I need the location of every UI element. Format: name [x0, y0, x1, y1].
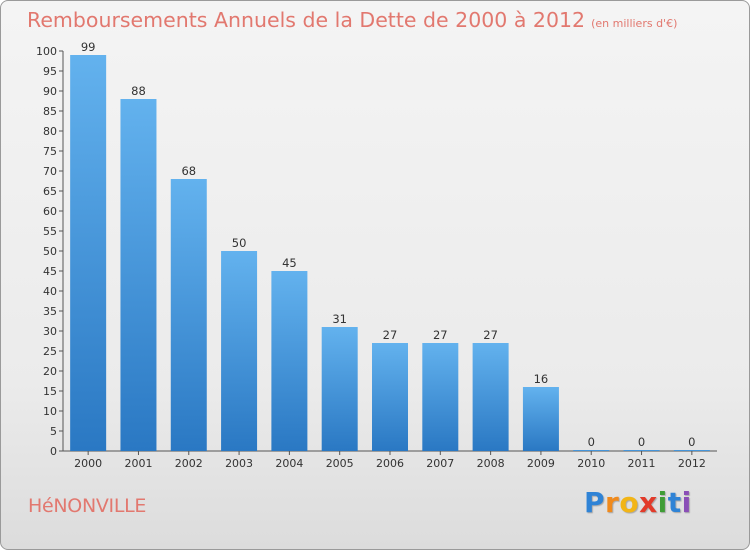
bar [372, 343, 408, 451]
y-tick-label: 25 [43, 345, 57, 358]
bar [321, 327, 358, 451]
x-tick-label: 2000 [74, 457, 102, 470]
bar [573, 450, 610, 451]
logo-letter: r [605, 486, 620, 519]
y-tick-label: 90 [43, 85, 57, 98]
chart-unit: (en milliers d'€) [591, 17, 678, 30]
x-axis: 2000 2001 2002 2003 2004 2005 2006 2007 2008 2009… [63, 450, 717, 470]
y-tick-label: 80 [43, 125, 57, 138]
y-tick-label: 60 [43, 205, 57, 218]
bar-value-label: 0 [588, 435, 595, 449]
y-tick-label: 0 [50, 445, 57, 458]
bar [70, 55, 107, 451]
y-tick-label: 15 [43, 385, 57, 398]
y-tick-label: 5 [50, 425, 57, 438]
y-tick-label: 45 [43, 265, 57, 278]
x-tick-label: 2010 [577, 457, 605, 470]
y-tick-label: 20 [43, 365, 57, 378]
y-tick-label: 10 [43, 405, 57, 418]
bar [271, 271, 308, 451]
logo-letter: i [681, 486, 692, 519]
bar-value-label: 99 [81, 40, 96, 54]
x-tick-label: 2005 [326, 457, 354, 470]
bar-series: 99 88 68 50 45 31 27 27 27 16 0 0 0 [70, 40, 710, 451]
x-tick-label: 2007 [426, 457, 454, 470]
logo-letter: i [657, 486, 668, 519]
bar-value-label: 27 [483, 328, 498, 342]
bar [221, 251, 258, 451]
y-tick-label: 40 [43, 285, 57, 298]
x-tick-label: 2009 [527, 457, 555, 470]
y-tick-label: 75 [43, 145, 57, 158]
bar-value-label: 31 [332, 312, 347, 326]
logo-letter: t [667, 486, 682, 519]
bar-value-label: 27 [433, 328, 448, 342]
bar [170, 179, 207, 451]
bar-value-label: 45 [282, 256, 297, 270]
y-tick-label: 55 [43, 225, 57, 238]
logo-letter: P [584, 486, 606, 519]
bar [522, 387, 559, 451]
bar-value-label: 50 [232, 236, 247, 250]
y-tick-label: 50 [43, 245, 57, 258]
bar-value-label: 0 [638, 435, 645, 449]
bar-value-label: 16 [534, 372, 549, 386]
bar-value-label: 0 [688, 435, 695, 449]
bar [120, 99, 157, 451]
x-tick-label: 2011 [628, 457, 656, 470]
y-tick-label: 95 [43, 65, 57, 78]
bar-value-label: 27 [383, 328, 398, 342]
x-tick-label: 2008 [477, 457, 505, 470]
y-axis: 0 5 10 15 20 25 30 35 40 45 50 55 60 65 70 75 80 85 90 95 10… [36, 45, 64, 458]
bar-value-label: 68 [181, 164, 196, 178]
y-tick-label: 70 [43, 165, 57, 178]
x-tick-label: 2004 [275, 457, 303, 470]
y-tick-label: 35 [43, 305, 57, 318]
x-tick-label: 2012 [678, 457, 706, 470]
y-tick-label: 85 [43, 105, 57, 118]
x-tick-label: 2006 [376, 457, 404, 470]
x-tick-label: 2001 [124, 457, 152, 470]
bar [623, 450, 660, 451]
x-tick-label: 2003 [225, 457, 253, 470]
chart-title-text: Remboursements Annuels de la Dette de 20… [27, 8, 586, 32]
commune-name: HéNONVILLE [28, 495, 147, 517]
bar [422, 343, 459, 451]
logo-letter: x [639, 486, 658, 519]
y-tick-label: 30 [43, 325, 57, 338]
bar [472, 343, 509, 451]
bar-value-label: 88 [131, 84, 146, 98]
bar [673, 450, 710, 451]
logo-letter: o [619, 486, 640, 519]
chart-title: Remboursements Annuels de la Dette de 20… [27, 8, 677, 32]
y-tick-label: 100 [36, 45, 57, 58]
y-tick-label: 65 [43, 185, 57, 198]
x-tick-label: 2002 [175, 457, 203, 470]
proxiti-logo: Proxiti [584, 486, 692, 519]
